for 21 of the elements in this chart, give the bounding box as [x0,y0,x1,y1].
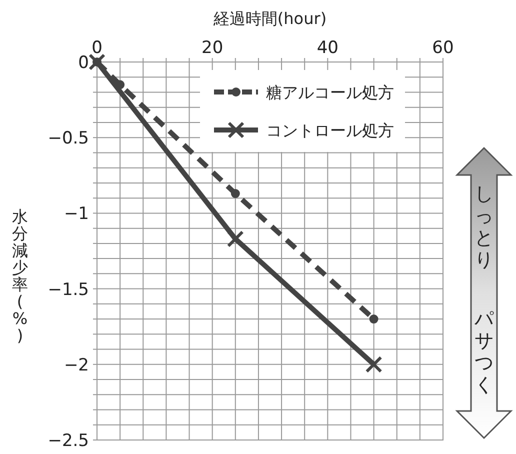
x-tick-label: 20 [202,38,224,58]
x-axis-title: 経過時間(hour) [212,9,327,28]
y-tick-label: 0 [78,53,89,73]
text: パサつく [474,308,494,396]
y-tick-label: −1 [64,204,89,224]
text: しっとり [474,183,494,271]
y-tick-label: −0.5 [48,128,89,149]
point [226,230,244,248]
x-tick-label: 40 [316,38,338,58]
legend-label: コントロール処方 [266,121,394,140]
point [365,356,382,373]
point [88,54,106,70]
point [369,314,378,324]
point [230,189,240,198]
y-tick-label: −2 [64,355,89,376]
y-tick-label: −2.5 [48,431,89,451]
legend-label: 糖アルコール処方 [266,83,394,102]
x-tick-label: 0 [92,38,102,58]
y-tick-label: −1.5 [48,280,89,300]
y-axis-title: 水分減少率(%) [12,207,28,345]
x-tick-label: 60 [432,38,454,58]
